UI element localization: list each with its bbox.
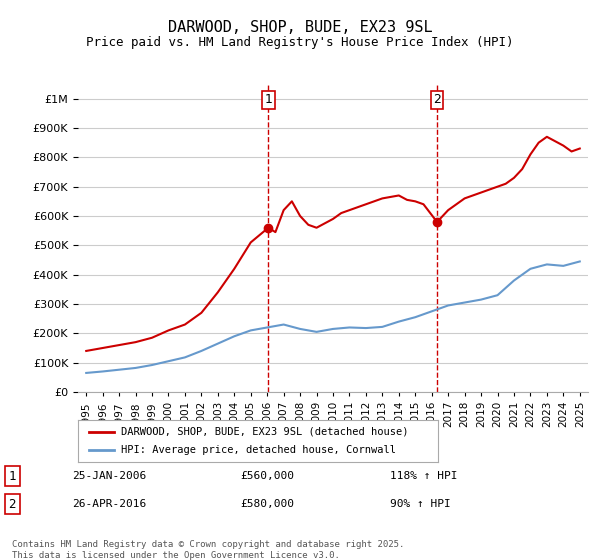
Text: 90% ↑ HPI: 90% ↑ HPI [390,499,451,509]
Text: 1: 1 [265,93,272,106]
Text: Price paid vs. HM Land Registry's House Price Index (HPI): Price paid vs. HM Land Registry's House … [86,36,514,49]
Text: 25-JAN-2006: 25-JAN-2006 [72,471,146,481]
Text: £580,000: £580,000 [240,499,294,509]
Text: DARWOOD, SHOP, BUDE, EX23 9SL (detached house): DARWOOD, SHOP, BUDE, EX23 9SL (detached … [121,427,409,437]
Text: 26-APR-2016: 26-APR-2016 [72,499,146,509]
Text: DARWOOD, SHOP, BUDE, EX23 9SL: DARWOOD, SHOP, BUDE, EX23 9SL [167,20,433,35]
Text: 1: 1 [8,469,16,483]
Text: 2: 2 [433,93,441,106]
Text: Contains HM Land Registry data © Crown copyright and database right 2025.
This d: Contains HM Land Registry data © Crown c… [12,540,404,560]
Text: £560,000: £560,000 [240,471,294,481]
Text: 118% ↑ HPI: 118% ↑ HPI [390,471,458,481]
Text: HPI: Average price, detached house, Cornwall: HPI: Average price, detached house, Corn… [121,445,396,455]
Text: 2: 2 [8,497,16,511]
